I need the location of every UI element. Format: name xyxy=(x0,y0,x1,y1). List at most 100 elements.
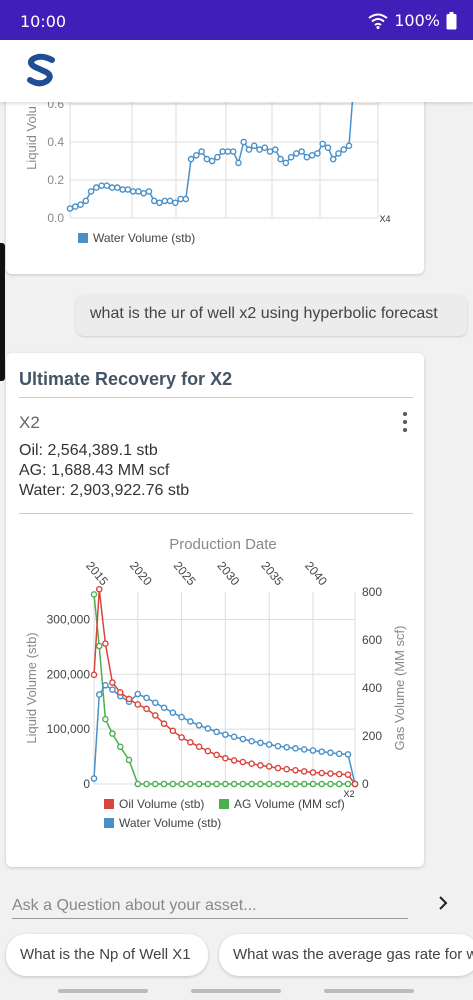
water-point xyxy=(240,138,248,146)
card-title-divider xyxy=(19,397,413,398)
water-point xyxy=(274,742,282,750)
water-point xyxy=(66,205,74,212)
legend-swatch-ag xyxy=(219,799,229,809)
legend-label-water: Water Volume (stb) xyxy=(119,816,221,830)
right-y-tick-label: 0 xyxy=(362,777,369,791)
water-point xyxy=(261,144,269,152)
water-point xyxy=(103,182,111,189)
water-point xyxy=(265,741,273,748)
oil-point xyxy=(344,771,352,778)
water-point xyxy=(195,722,203,729)
send-button[interactable] xyxy=(433,893,453,915)
water-point xyxy=(161,197,169,205)
chart-title: Production Date xyxy=(169,536,277,553)
water-point xyxy=(283,743,290,751)
water-point xyxy=(77,201,84,208)
water-point xyxy=(187,155,195,163)
water-point xyxy=(303,153,311,161)
water-point xyxy=(222,731,229,738)
oil-point xyxy=(335,770,343,778)
nav-pill-left[interactable] xyxy=(58,989,148,993)
nav-pill-right[interactable] xyxy=(324,989,414,993)
status-time: 10:00 xyxy=(20,12,67,31)
water-point xyxy=(114,184,121,191)
water-point xyxy=(292,745,299,752)
wifi-icon xyxy=(368,13,388,29)
ag-point xyxy=(95,642,103,650)
water-point xyxy=(335,150,342,157)
ag-point xyxy=(134,780,142,788)
water-point xyxy=(214,153,221,161)
legend-label-oil: Oil Volume (stb) xyxy=(119,797,204,811)
water-series-line xyxy=(69,140,350,210)
ag-point xyxy=(109,730,116,737)
water-point xyxy=(178,713,185,721)
ag-point xyxy=(230,780,238,788)
water-point xyxy=(171,199,179,207)
oil-point xyxy=(239,758,247,766)
oil-point xyxy=(102,640,109,647)
water-point xyxy=(193,152,200,159)
ask-question-input[interactable] xyxy=(12,893,408,919)
ag-point xyxy=(222,780,229,788)
water-point xyxy=(102,681,109,689)
ag-point xyxy=(152,780,159,788)
previous-chart-card: 0.6 0.4 0.2 0.0 Liquid Volu X4 Water Volume (s… xyxy=(6,90,424,274)
water-point xyxy=(198,148,205,155)
water-point xyxy=(166,197,174,205)
right-y-tick-label: 600 xyxy=(362,633,382,647)
water-point xyxy=(135,188,142,195)
water-point xyxy=(298,148,305,155)
water-point xyxy=(82,197,90,205)
app-logo-icon[interactable] xyxy=(26,53,56,89)
nav-pill-center[interactable] xyxy=(191,989,281,993)
ag-point xyxy=(204,780,212,788)
suggestion-chip-gas-rate[interactable]: What was the average gas rate for w xyxy=(219,934,473,976)
left-y-tick-label: 0 xyxy=(83,777,90,791)
water-point xyxy=(308,152,316,159)
oil-point xyxy=(169,727,177,735)
water-point xyxy=(318,748,326,755)
oil-point xyxy=(134,701,142,708)
water-point xyxy=(204,725,212,732)
oil-stat: Oil: 2,564,389.1 stb xyxy=(19,442,158,459)
water-point xyxy=(293,150,300,157)
water-point xyxy=(314,150,321,157)
water-point xyxy=(177,195,184,203)
water-point xyxy=(224,148,232,155)
x-tick-label: 2030 xyxy=(214,559,242,589)
ag-point xyxy=(169,780,177,788)
water-point xyxy=(327,749,334,757)
status-bar: 10:00 100% xyxy=(0,0,473,40)
water-point xyxy=(182,195,190,203)
y-tick-label: 0.2 xyxy=(47,173,64,187)
oil-point xyxy=(265,763,273,770)
water-point xyxy=(272,146,279,153)
right-y-tick-label: 200 xyxy=(362,729,382,743)
ag-point xyxy=(283,780,290,788)
app-bar xyxy=(0,40,473,102)
oil-point xyxy=(222,754,229,762)
oil-point xyxy=(309,769,317,776)
ag-point xyxy=(318,780,326,788)
more-options-icon[interactable] xyxy=(400,412,410,434)
water-point xyxy=(329,155,337,163)
ag-point xyxy=(90,591,98,598)
right-y-tick-label: 800 xyxy=(362,585,382,599)
oil-point xyxy=(143,705,150,713)
ag-point xyxy=(274,780,282,788)
water-point xyxy=(109,686,116,693)
water-point xyxy=(160,704,168,712)
water-point xyxy=(156,199,163,207)
well-name: X2 xyxy=(19,413,40,432)
y-axis-label: Liquid Volu xyxy=(24,106,39,170)
user-message-bubble: what is the ur of well x2 using hyperbol… xyxy=(76,294,467,336)
water-point xyxy=(152,699,159,707)
edge-panel-handle[interactable] xyxy=(0,243,5,381)
suggestion-chip-np[interactable]: What is the Np of Well X1 xyxy=(6,934,208,976)
battery-icon xyxy=(446,11,457,29)
water-point xyxy=(230,733,238,741)
right-y-axis-label: Gas Volume (MM scf) xyxy=(392,626,407,751)
left-y-tick-label: 200,000 xyxy=(47,667,91,681)
